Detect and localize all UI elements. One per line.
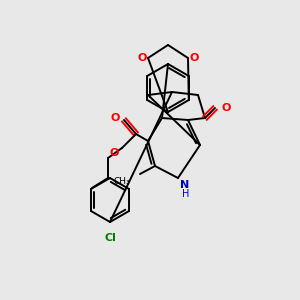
Text: O: O bbox=[189, 53, 198, 63]
Text: O: O bbox=[110, 113, 120, 123]
Text: O: O bbox=[222, 103, 231, 113]
Text: O: O bbox=[109, 148, 119, 158]
Text: Cl: Cl bbox=[104, 233, 116, 243]
Text: N: N bbox=[180, 180, 190, 190]
Text: CH₃: CH₃ bbox=[113, 176, 130, 185]
Text: H: H bbox=[182, 189, 190, 199]
Text: O: O bbox=[138, 53, 147, 63]
